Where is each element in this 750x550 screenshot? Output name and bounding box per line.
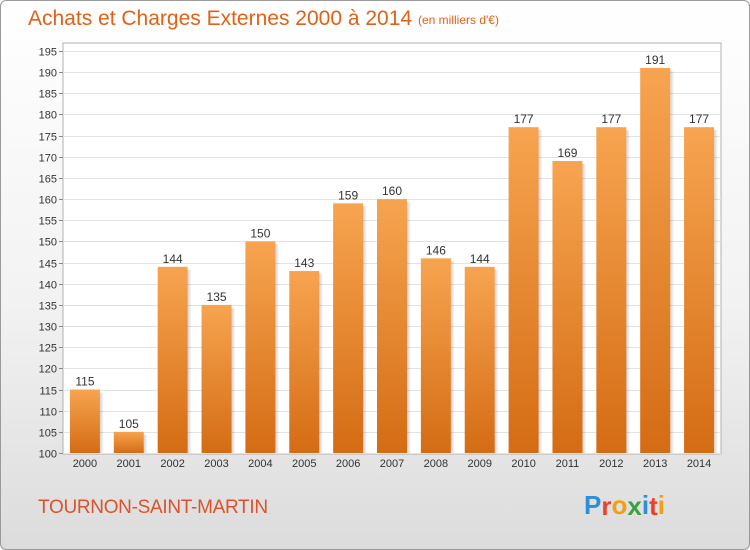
bar-shadow: [275, 244, 280, 453]
y-tick-label: 185: [39, 89, 57, 101]
bar-2002: [157, 266, 188, 453]
bar-shadow: [143, 434, 148, 453]
data-label: 115: [75, 375, 94, 389]
y-tick-label: 140: [39, 280, 57, 292]
bar-2013: [640, 67, 671, 453]
bar-2009: [464, 266, 495, 453]
y-tick-label: 125: [39, 343, 57, 355]
x-tick-label: 2012: [599, 458, 623, 470]
bar-2010: [508, 127, 539, 453]
bar-shadow: [582, 164, 587, 453]
data-label: 150: [250, 226, 270, 240]
y-tick-label: 130: [39, 322, 57, 334]
data-label: 191: [645, 53, 665, 67]
bar-shadow: [319, 274, 324, 453]
x-axis: 2000 2001 2002 2003 2004 2005 2006 2007 2008 2009…: [73, 458, 712, 470]
logo-letter: o: [611, 490, 628, 520]
bar-shadow: [494, 269, 499, 453]
data-label: 177: [514, 112, 534, 126]
x-tick-label: 2000: [73, 458, 97, 470]
bar-2003: [201, 304, 232, 453]
data-label: 177: [601, 112, 621, 126]
bar-shadow: [626, 130, 631, 453]
data-label: 105: [119, 417, 139, 431]
y-tick-label: 120: [39, 364, 57, 376]
x-tick-label: 2009: [467, 458, 491, 470]
bars: 115 105 144 135 150 143 159 160 146 144 177 169 177 1…: [69, 53, 719, 453]
bar-2014: [684, 127, 715, 453]
y-tick-label: 135: [39, 301, 57, 313]
x-tick-label: 2002: [160, 458, 184, 470]
bar-2012: [596, 127, 627, 453]
data-label: 160: [382, 184, 402, 198]
x-tick-label: 2004: [248, 458, 272, 470]
x-tick-label: 2011: [556, 458, 580, 470]
bar-shadow: [187, 269, 192, 453]
x-tick-label: 2013: [643, 458, 667, 470]
logo-letter: t: [649, 491, 658, 521]
bar-shadow: [231, 307, 236, 453]
y-tick-label: 110: [39, 407, 57, 419]
proxiti-logo: Proxiti: [584, 490, 665, 521]
y-tick-label: 180: [39, 110, 57, 122]
logo-letter: i: [641, 490, 650, 520]
x-tick-label: 2006: [336, 458, 360, 470]
y-tick-label: 170: [39, 153, 57, 165]
y-tick-label: 105: [39, 428, 57, 440]
y-tick-label: 155: [39, 216, 57, 228]
data-label: 146: [426, 243, 446, 257]
bar-2000: [69, 389, 100, 453]
x-tick-label: 2007: [380, 458, 404, 470]
y-tick-label: 115: [39, 386, 57, 398]
bar-shadow: [407, 202, 411, 453]
bar-2011: [552, 161, 583, 453]
y-tick-label: 165: [39, 174, 57, 186]
bar-shadow: [450, 261, 455, 453]
data-label: 144: [163, 252, 183, 266]
data-label: 169: [557, 146, 577, 160]
x-tick-label: 2005: [292, 458, 316, 470]
y-tick-label: 145: [39, 259, 57, 271]
y-tick-label: 195: [39, 47, 57, 59]
logo-letter: r: [601, 491, 612, 521]
data-label: 159: [338, 188, 358, 202]
chart-title: Achats et Charges Externes 2000 à 2014: [28, 7, 413, 30]
x-tick-label: 2008: [424, 458, 448, 470]
logo-letter: i: [657, 490, 665, 520]
x-tick-label: 2003: [204, 458, 228, 470]
y-tick-label: 100: [39, 449, 57, 461]
commune-name: TOURNON-SAINT-MARTIN: [38, 497, 268, 518]
data-label: 177: [689, 112, 709, 126]
y-axis: 100 105 110 115 120 125 130 135 140 145 150 155 160 1…: [39, 47, 63, 461]
y-tick-label: 160: [39, 195, 57, 207]
bar-2007: [377, 199, 407, 453]
y-tick-label: 150: [39, 237, 57, 249]
bar-shadow: [363, 206, 368, 453]
bar-shadow: [670, 70, 675, 453]
logo-letter: P: [584, 490, 602, 520]
bar-2006: [333, 203, 364, 453]
bar-shadow: [714, 130, 719, 453]
logo-letter: x: [627, 491, 642, 521]
bar-shadow: [99, 392, 104, 453]
bar-2004: [245, 241, 276, 453]
y-tick-label: 175: [39, 132, 57, 144]
x-tick-label: 2001: [117, 458, 141, 470]
x-tick-label: 2014: [687, 458, 711, 470]
data-label: 135: [207, 290, 227, 304]
data-label: 143: [294, 256, 314, 270]
data-label: 144: [470, 252, 490, 266]
x-tick-label: 2010: [511, 458, 535, 470]
y-tick-label: 190: [39, 68, 57, 80]
chart-subtitle: (en milliers d'€): [418, 13, 499, 27]
bar-2005: [289, 271, 320, 453]
bar-2001: [113, 431, 144, 453]
bar-shadow: [538, 130, 543, 453]
bar-2008: [420, 258, 451, 453]
